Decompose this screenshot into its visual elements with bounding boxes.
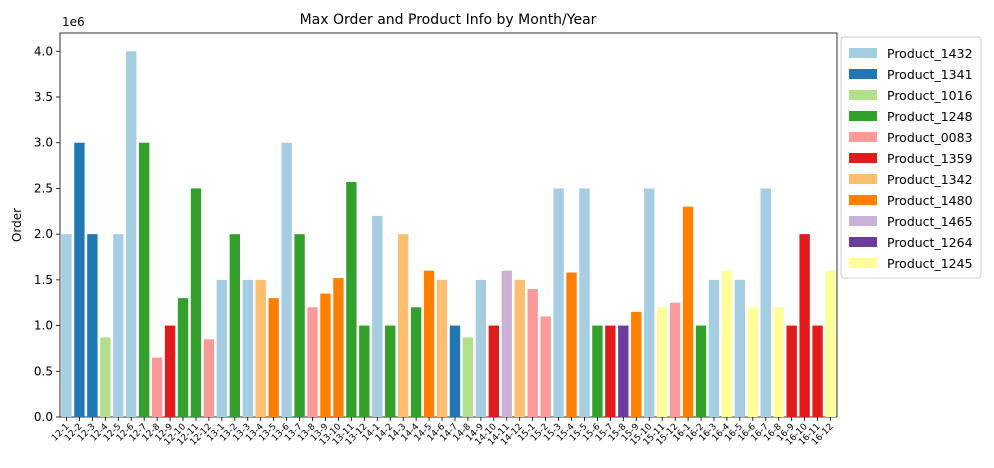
legend-label: Product_1342 xyxy=(887,172,973,187)
y-tick-label: 1.0 xyxy=(34,319,53,333)
bar xyxy=(812,325,823,417)
bar xyxy=(229,234,241,417)
legend-swatch xyxy=(849,216,877,226)
bar xyxy=(488,325,500,417)
plot-frame xyxy=(59,32,838,418)
bar xyxy=(87,234,98,417)
y-scale-label: 1e6 xyxy=(62,15,85,29)
legend-label: Product_1465 xyxy=(887,214,973,229)
bar xyxy=(501,270,512,417)
bar xyxy=(644,188,655,417)
bar xyxy=(682,206,694,417)
bar xyxy=(333,278,344,417)
bar xyxy=(281,142,292,417)
chart-title: Max Order and Product Info by Month/Year xyxy=(300,12,597,28)
bar xyxy=(255,279,266,417)
legend-label: Product_1016 xyxy=(887,88,973,103)
bar xyxy=(631,311,642,417)
legend-swatch xyxy=(849,90,877,100)
legend-swatch xyxy=(849,174,877,184)
bar xyxy=(436,279,448,417)
bar xyxy=(359,325,370,417)
bar xyxy=(177,298,189,417)
y-tick-label: 3.0 xyxy=(34,136,53,150)
bar xyxy=(372,215,383,417)
bar xyxy=(475,279,487,417)
bar xyxy=(656,307,668,417)
y-tick-label: 4.0 xyxy=(34,44,53,58)
plot-area: 0.00.51.01.52.02.53.03.54.012-112-212-31… xyxy=(34,32,838,448)
bar xyxy=(553,188,564,417)
bar xyxy=(151,357,163,417)
legend-swatch xyxy=(849,69,877,79)
bar xyxy=(138,142,150,417)
legend-swatch xyxy=(849,132,877,142)
legend-label: Product_1359 xyxy=(887,151,973,166)
bar xyxy=(760,188,771,417)
bar xyxy=(721,270,733,417)
legend-label: Product_1245 xyxy=(887,256,973,271)
legend-label: Product_1264 xyxy=(887,235,973,250)
bar xyxy=(61,234,72,417)
bar xyxy=(540,316,551,417)
bar xyxy=(462,337,474,417)
legend-swatch xyxy=(849,195,877,205)
legend-label: Product_1480 xyxy=(887,193,973,208)
bar xyxy=(579,188,590,417)
bar xyxy=(449,325,461,417)
legend-label: Product_0083 xyxy=(887,130,973,145)
bar xyxy=(410,307,422,417)
bar xyxy=(216,279,228,417)
bar xyxy=(825,270,836,417)
bar xyxy=(618,325,629,417)
y-axis-label: Order xyxy=(10,208,24,242)
bar xyxy=(773,307,784,417)
bar xyxy=(385,325,396,417)
bar xyxy=(190,188,202,417)
bar xyxy=(799,234,810,417)
bar xyxy=(346,182,357,417)
legend-swatch xyxy=(849,48,877,58)
legend-label: Product_1248 xyxy=(887,109,973,124)
bar xyxy=(320,293,331,417)
y-tick-label: 3.5 xyxy=(34,90,53,104)
y-tick-label: 0.5 xyxy=(34,364,53,378)
bar xyxy=(592,325,603,417)
bar xyxy=(397,234,409,417)
bar xyxy=(423,270,435,417)
bar xyxy=(126,51,137,418)
legend-swatch xyxy=(849,153,877,163)
bar xyxy=(747,307,759,417)
legend-swatch xyxy=(849,258,877,268)
bar xyxy=(566,272,577,417)
legend: Product_1432 Product_1341 Product_1016 Prod… xyxy=(840,36,982,279)
bar xyxy=(307,307,318,417)
bar xyxy=(242,279,253,417)
bar xyxy=(203,339,215,417)
bar xyxy=(605,325,616,417)
bar xyxy=(113,234,124,417)
bar xyxy=(734,279,746,417)
y-tick-label: 2.0 xyxy=(34,227,53,241)
bar xyxy=(164,325,176,417)
bar xyxy=(708,279,720,417)
bar xyxy=(786,325,797,417)
y-tick-label: 2.5 xyxy=(34,181,53,195)
legend-swatch xyxy=(849,111,877,121)
bar xyxy=(268,298,279,417)
legend-label: Product_1432 xyxy=(887,46,973,61)
bar xyxy=(100,337,111,417)
bar xyxy=(74,142,85,417)
legend-swatch xyxy=(849,237,877,247)
y-tick-label: 0.0 xyxy=(34,410,53,424)
bar xyxy=(514,279,525,417)
y-tick-label: 1.5 xyxy=(34,273,53,287)
legend-label: Product_1341 xyxy=(887,67,973,82)
bar xyxy=(669,302,681,417)
bar xyxy=(695,325,707,417)
bar xyxy=(294,234,305,417)
bar xyxy=(527,289,538,417)
